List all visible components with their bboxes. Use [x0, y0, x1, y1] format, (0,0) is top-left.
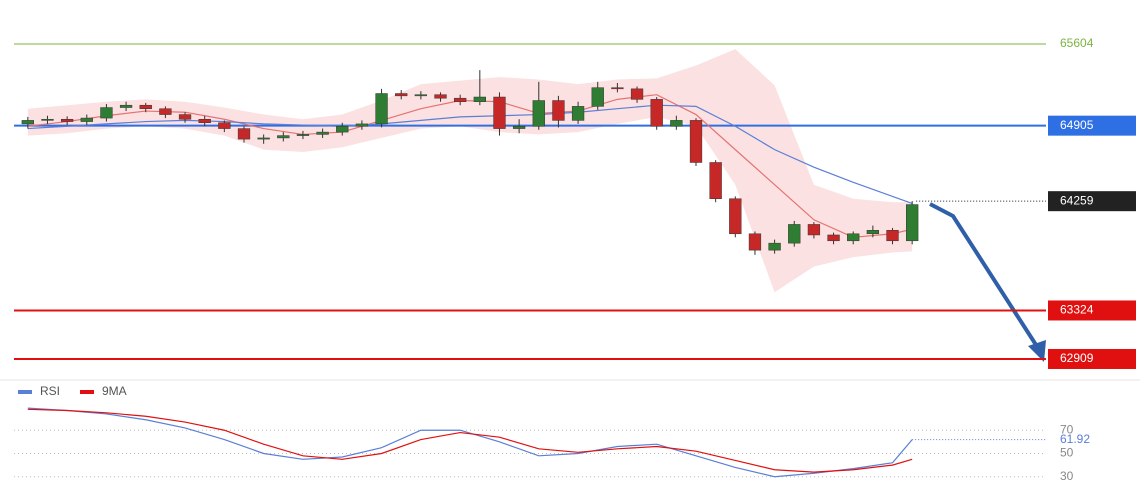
candle-body — [670, 120, 683, 127]
candle-body — [847, 233, 860, 242]
level-label: 63324 — [1060, 303, 1094, 317]
candle-body — [336, 125, 349, 133]
rsi-last-label: 61.92 — [1060, 432, 1090, 446]
ma-slow — [27, 104, 913, 204]
candle-body — [355, 123, 369, 127]
candle-body — [532, 100, 545, 127]
candle-body — [689, 120, 703, 163]
candle-body — [178, 114, 192, 120]
level-label: 64905 — [1060, 118, 1094, 132]
candle-body — [748, 233, 762, 251]
last-price-label: 64259 — [1060, 193, 1094, 207]
level-label: 62909 — [1060, 351, 1094, 365]
candle-body — [218, 122, 231, 129]
candle-body — [454, 97, 467, 102]
candle-body — [906, 204, 919, 242]
candle-body — [198, 118, 211, 123]
candle-body — [316, 131, 329, 135]
candle-body — [139, 104, 152, 109]
candle-body — [80, 117, 93, 122]
candle-body — [237, 128, 251, 140]
candle-body — [552, 100, 565, 121]
legend-swatch — [18, 390, 32, 394]
legend-label: 9MA — [102, 384, 127, 398]
candle-body — [257, 137, 270, 140]
candle-body — [630, 88, 644, 100]
legend-label: RSI — [40, 384, 60, 398]
candle-body — [512, 125, 526, 129]
candle-body — [709, 162, 722, 199]
candle-body — [296, 134, 310, 136]
forecast-arrow — [929, 202, 1040, 350]
candle-body — [159, 108, 172, 115]
candle-body — [886, 230, 899, 242]
candle-body — [768, 242, 781, 251]
candle-body — [119, 104, 133, 108]
candle-body — [395, 93, 408, 97]
candle-body — [807, 224, 821, 236]
candle-body — [473, 96, 486, 102]
candle-body — [434, 94, 447, 99]
legend-swatch — [80, 390, 94, 394]
candle-body — [611, 87, 624, 90]
y-tick-label: 30 — [1060, 469, 1074, 483]
bollinger-band — [27, 49, 913, 293]
candle-body — [788, 224, 801, 244]
level-label-box — [1048, 115, 1136, 136]
y-tick-label: 50 — [1060, 446, 1074, 460]
candle-body — [591, 87, 604, 107]
candle-body — [21, 120, 34, 125]
level-label: 65604 — [1060, 36, 1094, 50]
candle-body — [729, 198, 742, 235]
last-price-box — [1048, 191, 1136, 212]
y-tick-label: 70 — [1060, 422, 1074, 436]
candle-body — [493, 96, 506, 129]
candle-body — [375, 93, 388, 125]
candle-body — [100, 107, 113, 119]
rsi-line — [27, 408, 913, 473]
candle-body — [41, 118, 54, 121]
candle-body — [866, 230, 880, 235]
forecast-arrow-head — [1028, 340, 1046, 362]
candle-body — [650, 99, 663, 127]
rsi-line — [27, 407, 913, 478]
level-label-box — [1048, 348, 1136, 369]
level-label-box — [1048, 300, 1136, 321]
candle-body — [60, 118, 74, 122]
candle-body — [571, 106, 585, 121]
candle-body — [414, 94, 428, 97]
candle-body — [827, 234, 840, 242]
candle-body — [277, 135, 290, 139]
